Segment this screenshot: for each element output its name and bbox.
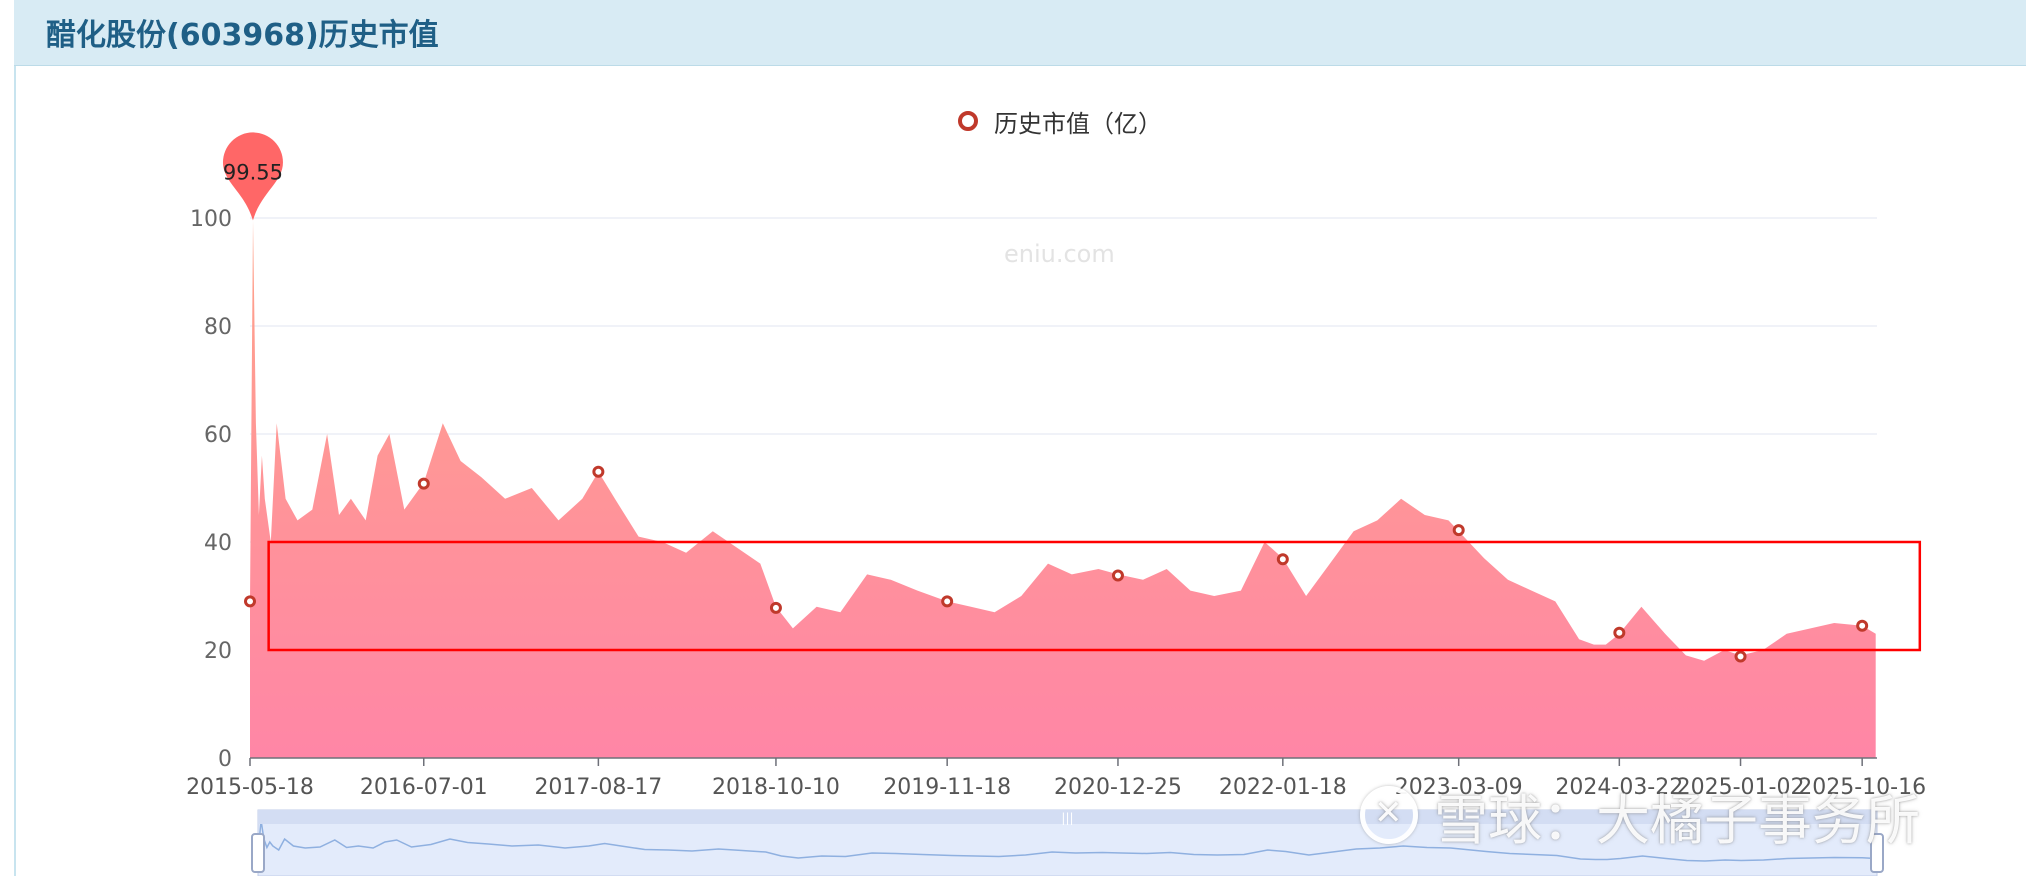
xueqiu-logo-icon [1360,786,1418,844]
data-point [244,595,256,608]
max-value-pin [222,132,283,221]
page-title: 醋化股份(603968)历史市值 [46,18,439,53]
axes: 0 20 40 60 80 100 2015-05-18 2016-07-01 2017-08-… [186,207,1926,800]
legend-label: 历史市值（亿） [994,109,1162,138]
x-tick-label: 2025-01-02 [1677,775,1805,800]
zoom-handle[interactable] [1870,833,1884,873]
x-tick-label: 2025-10-16 [1798,775,1926,800]
highlight-box-layer [267,540,1922,652]
x-tick-label: 2016-07-01 [360,775,488,800]
data-point [1452,524,1465,537]
y-tick-label: 0 [218,747,232,772]
site-watermark: eniu.com [1004,240,1115,268]
x-tick-label: 2015-05-18 [186,775,314,800]
data-point [1613,626,1626,639]
data-point [1111,569,1124,582]
x-tick-label: 2023-03-09 [1395,775,1523,800]
data-zoom-slider: ||| [251,809,1884,876]
data-point [769,601,782,614]
data-point [1856,619,1869,632]
zoom-selection-bar [258,810,1877,824]
x-tick-label: 2024-03-22 [1555,775,1683,800]
y-tick-label: 80 [204,315,232,340]
series-area [250,220,1876,758]
chart-legend[interactable]: 历史市值（亿） [958,104,1162,138]
data-point [592,465,605,478]
data-point [1276,553,1289,566]
data-point [417,477,430,490]
x-tick-label: 2018-10-10 [712,775,840,800]
data-point [1734,650,1747,663]
overlay-watermark: 雪球：大橘子事务所 [1360,778,1920,852]
x-tick-label: 2022-01-18 [1219,775,1347,800]
y-tick-label: 40 [204,531,232,556]
overlay-watermark-text: 雪球：大橘子事务所 [1434,788,1920,852]
x-tick-label: 2017-08-17 [534,775,662,800]
legend-circle-icon [958,111,978,131]
max-value-label: 99.55 [223,160,283,184]
data-point [941,595,954,608]
max-pin: 99.55 [222,132,283,221]
page-header: 醋化股份(603968)历史市值 [14,0,2026,66]
zoom-handle[interactable] [251,833,265,873]
area-series [250,220,1876,758]
y-tick-label: 20 [204,639,232,664]
x-tick-label: 2020-12-25 [1054,775,1182,800]
highlight-box [267,540,1922,652]
y-tick-label: 60 [204,423,232,448]
y-tick-label: 100 [190,207,232,232]
x-tick-label: 2019-11-18 [883,775,1011,800]
zoom-grip-icon: ||| [1061,811,1073,825]
zoom-preview-line [257,820,1876,862]
data-markers [244,465,1869,663]
